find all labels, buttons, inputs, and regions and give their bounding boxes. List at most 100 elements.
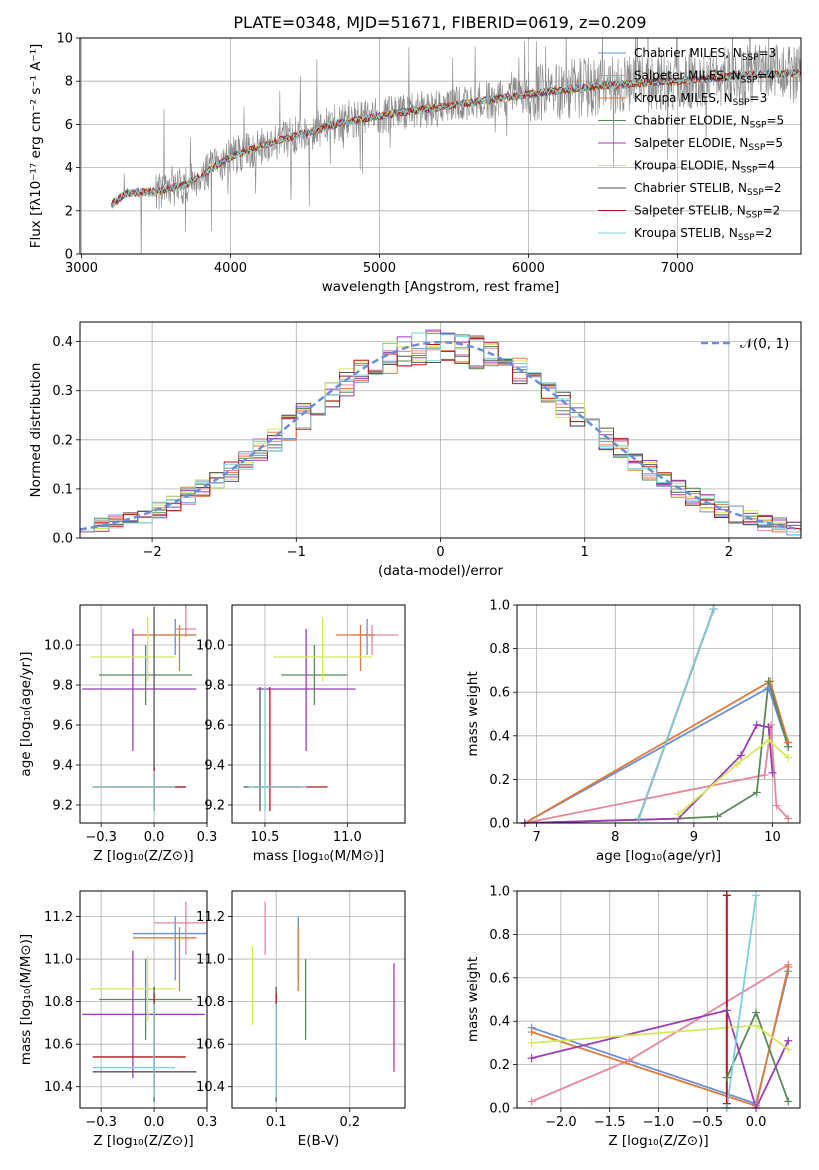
tick-label-y: 0.8 [489, 642, 510, 657]
weight-marker-salpeter_miles [760, 771, 769, 780]
tick-label-y: 10.4 [44, 1080, 73, 1095]
axes-frame [516, 604, 801, 824]
axes-frame [231, 604, 406, 824]
tick-label-x: −1 [287, 545, 306, 560]
weight-marker-salpeter_elodie [752, 720, 761, 729]
panel-age-weight: 7 8 9 10 0.0 0.2 0.4 0.6 0.8 1.0 age [log₁₀(age/yr… [465, 599, 801, 864]
errorbar-salpeter_stelib [92, 767, 186, 811]
panel-mass-age: 10.5 11.0 9.2 9.4 9.6 9.8 10.0 mass [log₁₀(M/M⊙… [196, 604, 406, 864]
weight-marker-kroupa_elodie [784, 753, 793, 762]
tick-label-y: 0.2 [489, 1058, 510, 1073]
tick-label-x: −1.0 [643, 1115, 675, 1130]
histogram-kroupa_stelib [80, 332, 801, 536]
model-spectrum-kroupa_stelib [110, 68, 801, 207]
histogram-salpeter_elodie [80, 329, 801, 533]
weight-line-kroupa_stelib [637, 609, 715, 819]
weight-marker-chabrier_elodie [752, 1008, 761, 1017]
tick-label-x: −0.3 [85, 1115, 117, 1130]
weight-line-kroupa_elodie [677, 739, 789, 815]
tick-label-x: 0.0 [144, 830, 165, 845]
weight-marker-chabrier_elodie [722, 1073, 731, 1082]
weight-marker-kroupa_elodie [733, 760, 742, 769]
tick-label-x: 4000 [214, 261, 247, 276]
panel-Z-age: −0.3 0.0 0.3 9.2 9.4 9.6 9.8 10.0 Z [log₁₀(Z/Z⊙)… [18, 604, 217, 864]
errorbar-salpeter_miles [154, 901, 207, 955]
x-axis-label: Z [log₁₀(Z/Z⊙)] [608, 1133, 708, 1149]
tick-label-y: 10.6 [196, 1038, 225, 1053]
errorbar-chabrier_miles [132, 619, 197, 655]
tick-label-y: 0.2 [52, 433, 73, 448]
weight-marker-chabrier_elodie [764, 677, 773, 686]
tick-label-y: 10.0 [196, 639, 225, 654]
weight-line-salpeter_elodie [531, 1009, 790, 1108]
weight-marker-kroupa_elodie [764, 736, 773, 745]
errorbar-salpeter_elodie [82, 950, 205, 1079]
tick-label-y: 9.4 [52, 759, 73, 774]
tick-label-y: 9.8 [52, 679, 73, 694]
tick-label-x: 0.0 [746, 1115, 767, 1130]
tick-label-y: 0.4 [52, 335, 73, 350]
tick-label-y: 1.0 [489, 599, 510, 614]
errorbar-kroupa_elodie [90, 956, 176, 1021]
axes-frame [516, 890, 801, 1109]
plot-area-Z-weight [531, 895, 790, 1108]
plot-area-Z-age [82, 605, 197, 811]
legend-label-chabrier_stelib: Chabrier STELIB, NSSP=2 [634, 181, 782, 198]
tick-label-x: 2 [725, 545, 733, 560]
y-axis-label: mass weight [465, 671, 481, 756]
weight-marker-salpeter_miles [784, 814, 793, 823]
errorbar-kroupa_elodie [273, 617, 373, 681]
weight-marker-salpeter_elodie [737, 751, 746, 760]
spectrum-legend: Chabrier MILES, NSSP=3 Salpeter MILES, NS… [598, 46, 784, 243]
weight-marker-kroupa_elodie [674, 810, 683, 819]
tick-label-y: 9.2 [204, 799, 225, 814]
legend-label-kroupa_elodie: Kroupa ELODIE, NSSP=4 [634, 159, 775, 176]
weight-marker-kroupa_elodie [752, 1021, 761, 1030]
weight-marker-chabrier_elodie [784, 742, 793, 751]
tick-label-x: 0 [436, 545, 444, 560]
weight-marker-kroupa_elodie [527, 1038, 536, 1047]
tick-label-y: 0.6 [489, 971, 510, 986]
tick-label-y: 10.6 [44, 1038, 73, 1053]
errorbar-chabrier_elodie [99, 959, 193, 1040]
tick-label-y: 2 [65, 204, 73, 219]
tick-label-y: 9.4 [204, 759, 225, 774]
tick-label-y: 11.0 [196, 953, 225, 968]
errorbar-kroupa_miles [132, 625, 197, 671]
tick-label-x: 8 [611, 830, 619, 845]
figure-title: PLATE=0348, MJD=51671, FIBERID=0619, z=0… [233, 13, 646, 32]
tick-label-y: 0.8 [489, 928, 510, 943]
errorbar-chabrier_elodie [99, 645, 193, 705]
tick-label-x: −2.0 [545, 1115, 577, 1130]
weight-line-chabrier_miles [531, 971, 790, 1105]
y-axis-label: age [log₁₀(age/yr)] [18, 651, 34, 776]
weight-marker-kroupa_elodie [784, 1045, 793, 1054]
y-axis-label: mass weight [465, 957, 481, 1042]
legend-label-chabrier_miles: Chabrier MILES, NSSP=3 [634, 46, 776, 63]
tick-label-y: 9.6 [52, 719, 73, 734]
tick-label-y: 1.0 [489, 885, 510, 900]
legend-label-gaussian: 𝒩(0, 1) [740, 336, 789, 352]
errorbar-chabrier_stelib [243, 687, 302, 811]
plot-area-ebv-mass [251, 901, 395, 1102]
tick-label-x: 0.3 [197, 1115, 218, 1130]
y-axis-label: Normed distribution [28, 363, 44, 498]
observed-spectrum-line [111, 38, 801, 254]
weight-marker-chabrier_elodie [713, 812, 722, 821]
tick-label-y: 10.0 [44, 639, 73, 654]
plot-area-mass-age [243, 617, 399, 811]
weight-marker-kroupa_stelib [709, 605, 718, 614]
errorbar-salpeter_elodie [256, 629, 356, 751]
errorbar-salpeter_elodie [82, 629, 197, 751]
weight-marker-kroupa_stelib [752, 891, 761, 900]
x-axis-label: E(B-V) [298, 1133, 340, 1149]
x-axis-label: (data-model)/error [378, 563, 504, 579]
plot-area-spectrum [110, 38, 801, 254]
errorbar-salpeter_stelib [92, 993, 186, 1089]
tick-label-y: 0.1 [52, 482, 73, 497]
legend-label-kroupa_miles: Kroupa MILES, NSSP=3 [634, 91, 767, 108]
weight-marker-salpeter_elodie [764, 723, 773, 732]
x-axis-label: age [log₁₀(age/yr)] [596, 848, 721, 864]
tick-label-x: 3000 [65, 261, 98, 276]
